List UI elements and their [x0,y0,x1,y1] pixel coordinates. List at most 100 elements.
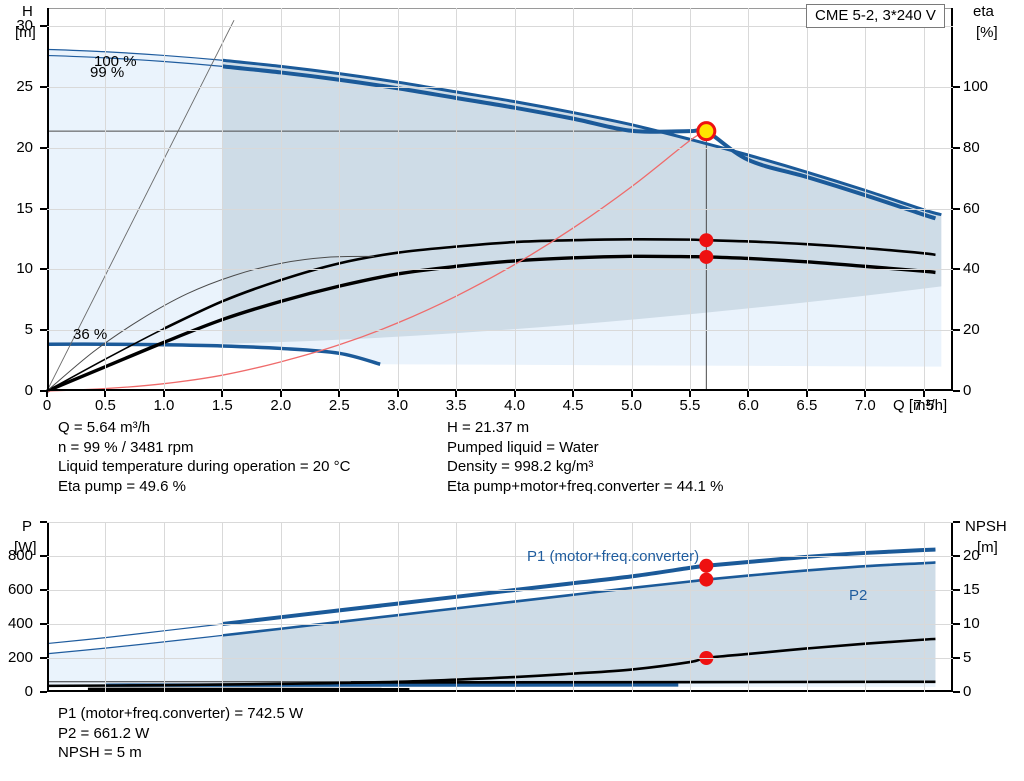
bottom-gridline-h [47,590,953,591]
bottom-y2-tick-label: 0 [963,683,972,700]
bottom-y-tick-label: 200 [7,649,33,666]
bottom-gridline-v [222,522,224,692]
duty-point-marker[interactable] [696,121,717,142]
top-chart-frame-left [47,8,49,391]
min-speed-ray [46,19,235,392]
top-y-tick-label: 0 [24,382,33,399]
top-gridline-v [280,8,282,391]
bottom-y-tick [40,589,47,591]
bottom-gridline-v [397,522,399,692]
bottom-y-tick [40,691,47,693]
bottom-gridline-h [47,522,953,523]
readout-line: Eta pump+motor+freq.converter = 44.1 % [447,477,724,495]
bottom-chart-frame-right [951,522,953,692]
top-y2-tick [953,86,960,89]
bottom-y-tick [40,623,47,625]
top-x-tick [805,391,808,397]
top-chart-frame-bottom [47,389,953,391]
bottom-y2-axis-unit: [m] [977,539,998,556]
head-efficiency-curves [46,19,942,393]
top-y2-tick-label: 80 [963,138,980,156]
bottom-y-tick [40,657,47,659]
eta-total-curve [46,254,936,393]
bottom-gridline-v [689,522,691,692]
top-y-tick-label: 30 [16,17,33,35]
top-x-tick [864,391,867,397]
top-x-tick [221,391,224,397]
bottom-gridline-v [748,522,750,692]
bottom-gridline-v [163,522,165,692]
p1-duty-marker [699,558,714,573]
head-efficiency-chart [40,8,960,397]
pump-model-title: CME 5-2, 3*240 V [806,4,945,28]
top-gridline-h [47,269,953,271]
bottom-y2-tick [953,589,960,591]
bottom-y-tick-label: 600 [7,581,33,598]
top-x-tick-label: 5.0 [621,397,642,414]
bottom-y2-tick-label: 5 [963,649,972,666]
top-x-tick [279,391,282,397]
bottom-gridline-v [280,522,282,692]
top-x-tick-label: 6.5 [796,397,818,414]
top-gridline-v [514,8,516,391]
top-y2-tick-label: 0 [963,382,972,399]
top-x-tick [338,391,341,397]
power-npsh-chart [40,521,960,693]
bottom-gridline-v [105,522,107,692]
bottom-y2-tick [953,657,960,659]
top-gridline-v [631,8,633,391]
top-gridline-v [865,8,867,391]
p-min-line-black [350,680,936,684]
top-gridline-h [47,208,953,210]
top-x-tick-label: 1.5 [211,397,233,414]
top-gridline-v [339,8,341,391]
top-x-tick [630,391,633,397]
readout-line: Liquid temperature during operation = 20… [58,458,351,475]
eta-pump-duty-marker [699,233,714,248]
top-y-tick [40,329,47,332]
bottom-y-tick-label: 800 [7,547,33,564]
readout-line: Eta pump = 49.6 % [58,477,186,495]
legend-p1: P1 (motor+freq.converter) [527,548,700,565]
speed-label-99: 99 % [90,64,125,81]
duty-point-readout-col1: Q = 5.64 m³/h n = 99 % / 3481 rpm Liquid t… [58,418,350,496]
bottom-gridline-h [47,624,953,625]
bottom-gridline-v [339,522,341,692]
top-x-tick-label: 2.5 [328,397,350,414]
top-gridline-v [806,8,808,391]
duty-point-readout-col2: H = 21.37 m Pumped liquid = Water Density … [447,418,723,496]
top-y2-tick-label: 60 [963,199,980,217]
top-x-tick [455,391,458,397]
top-x-tick [104,391,107,397]
top-x-tick [747,391,750,397]
bottom-y-axis-title: P [22,518,33,535]
eta-curve-36 [46,255,375,392]
top-chart-frame-top [47,8,953,9]
top-x-tick-label: 1.0 [153,397,175,414]
top-gridline-h [47,147,953,149]
eta-total-duty-marker [699,249,714,264]
top-x-tick-label: 4.5 [562,397,584,414]
bottom-gridline-v [631,522,633,692]
bottom-gridline-v [456,522,458,692]
bottom-y2-tick [953,691,960,693]
top-x-tick-label: 5.5 [679,397,701,414]
p2-duty-marker [699,572,714,587]
bottom-y-tick [40,521,47,523]
bottom-y2-tick-label: 20 [963,547,980,564]
power-npsh-curves [46,547,936,692]
speed-label-36: 36 % [73,326,108,343]
top-y-tick [40,268,47,271]
readout-line: Pumped liquid = Water [447,438,599,456]
top-x-tick [688,391,691,397]
top-y-tick-label: 15 [16,199,33,217]
bottom-gridline-v [923,522,925,692]
top-y-tick [40,146,47,149]
bottom-y-tick [40,555,47,557]
top-x-tick-label: 0.5 [95,397,116,414]
top-y2-tick [953,146,960,149]
speed-label-100: 100 % [94,53,137,70]
top-x-tick-label: 3.5 [445,397,467,414]
top-y2-tick-label: 100 [963,78,989,96]
